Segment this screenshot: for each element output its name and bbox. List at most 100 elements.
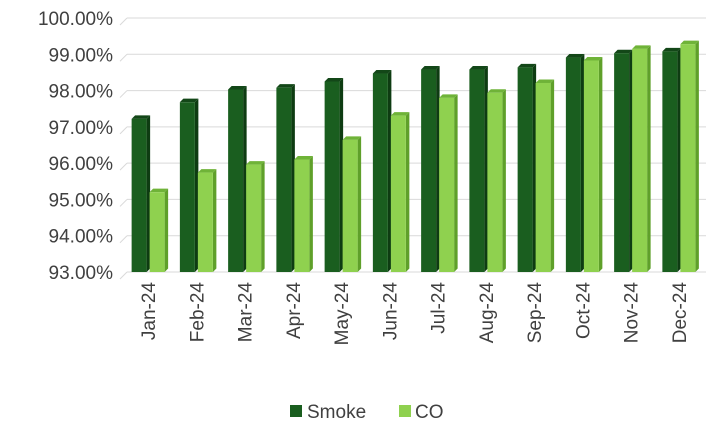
bar-side <box>532 63 537 272</box>
x-tick-label: Aug-24 <box>477 282 498 344</box>
bar-side <box>164 188 169 272</box>
gridline-depth <box>119 53 128 62</box>
x-axis: Jan-24 Feb-24 Mar-24 Apr-24 May-24 Jun-24 Jul-… <box>139 282 691 346</box>
x-tick-label: Dec-24 <box>670 282 691 344</box>
x-tick-label: Jun-24 <box>380 282 401 341</box>
bar-smoke-feb-24 <box>179 98 199 272</box>
gridline-depth <box>119 271 128 280</box>
bar-co-dec-24 <box>680 40 699 272</box>
legend: Smoke CO <box>290 402 444 423</box>
legend-swatch-smoke <box>290 405 302 417</box>
bar-front <box>197 172 213 272</box>
bar-side <box>405 112 410 272</box>
bar-top <box>680 40 699 45</box>
x-tick-label: Mar-24 <box>236 282 257 343</box>
bar-smoke-jul-24 <box>421 66 440 272</box>
x-tick-label: Nov-24 <box>622 282 643 344</box>
bar-top <box>517 63 537 68</box>
bar-side <box>598 56 603 272</box>
gridline-depth <box>119 126 128 135</box>
bar-co-oct-24 <box>583 56 603 272</box>
x-tick-label: Sep-24 <box>525 282 546 344</box>
legend-label-smoke: Smoke <box>307 402 366 423</box>
bar-side <box>194 98 199 272</box>
bar-smoke-aug-24 <box>469 66 488 272</box>
y-tick-label: 99.00% <box>49 45 114 66</box>
bar-front <box>469 69 485 272</box>
bar-smoke-sep-24 <box>517 63 537 272</box>
bar-top <box>535 79 555 83</box>
bar-co-feb-24 <box>197 169 217 272</box>
bar-top <box>583 56 603 61</box>
y-axis: 93.00% 94.00% 95.00% 96.00% 97.00% 98.00% 99.0… <box>38 9 113 284</box>
bar-top <box>372 70 392 74</box>
bar-side <box>484 66 488 272</box>
bar-front <box>565 57 581 273</box>
bar-side <box>550 79 555 272</box>
bar-front <box>421 69 437 272</box>
bar-front <box>372 73 388 272</box>
x-tick-label: Feb-24 <box>187 282 208 343</box>
y-tick-label: 94.00% <box>49 227 114 248</box>
bar-top <box>614 49 633 54</box>
bar-co-jan-24 <box>149 188 169 272</box>
legend-swatch-co <box>399 405 411 417</box>
bar-co-sep-24 <box>535 79 555 272</box>
bar-side <box>243 85 247 273</box>
bar-front <box>276 87 292 272</box>
bar-front <box>294 159 310 272</box>
bar-top <box>342 136 362 140</box>
bar-smoke-mar-24 <box>228 85 247 273</box>
bar-front <box>390 115 406 272</box>
bar-side <box>436 66 440 272</box>
x-tick-label: Jul-24 <box>429 282 450 334</box>
bar-front <box>228 89 244 273</box>
y-tick-label: 93.00% <box>49 263 114 284</box>
bars <box>131 40 699 273</box>
bar-top <box>228 85 247 90</box>
bar-front <box>131 118 147 272</box>
gridline-depth <box>119 162 128 171</box>
bar-co-aug-24 <box>487 89 506 273</box>
bar-front <box>680 44 696 272</box>
bar-front <box>324 81 340 272</box>
x-tick-label: May-24 <box>332 282 353 346</box>
gridline-depth <box>119 235 128 244</box>
bar-top <box>439 94 458 98</box>
bar-side <box>677 47 681 272</box>
bar-side <box>454 94 458 272</box>
bar-side <box>357 136 362 272</box>
y-tick-label: 96.00% <box>49 154 114 175</box>
x-tick-label: Oct-24 <box>573 282 594 339</box>
x-tick-label: Apr-24 <box>284 282 305 339</box>
bar-front <box>535 82 551 272</box>
bar-co-jul-24 <box>439 94 458 272</box>
bar-side <box>647 45 651 272</box>
bar-top <box>469 66 488 70</box>
bar-co-apr-24 <box>294 156 313 272</box>
gridline-depth <box>119 17 128 26</box>
bar-smoke-nov-24 <box>614 49 633 272</box>
bar-smoke-jan-24 <box>131 115 151 272</box>
bar-co-may-24 <box>342 136 362 272</box>
bar-side <box>339 78 344 272</box>
gridlines <box>119 17 706 280</box>
bar-side <box>580 54 585 273</box>
bar-smoke-may-24 <box>324 78 344 272</box>
bar-top <box>276 84 295 88</box>
bar-side <box>502 89 506 273</box>
bar-side <box>629 49 633 272</box>
bar-top <box>662 47 681 52</box>
bar-top <box>565 54 585 58</box>
bar-co-mar-24 <box>246 161 265 272</box>
bar-co-nov-24 <box>632 45 651 272</box>
y-tick-label: 98.00% <box>49 82 114 103</box>
bar-top <box>131 115 151 119</box>
bar-top <box>324 78 344 82</box>
bar-top <box>197 169 217 173</box>
bar-front <box>583 60 599 272</box>
bar-top <box>421 66 440 70</box>
bar-front <box>439 97 455 272</box>
y-tick-label: 95.00% <box>49 190 114 211</box>
